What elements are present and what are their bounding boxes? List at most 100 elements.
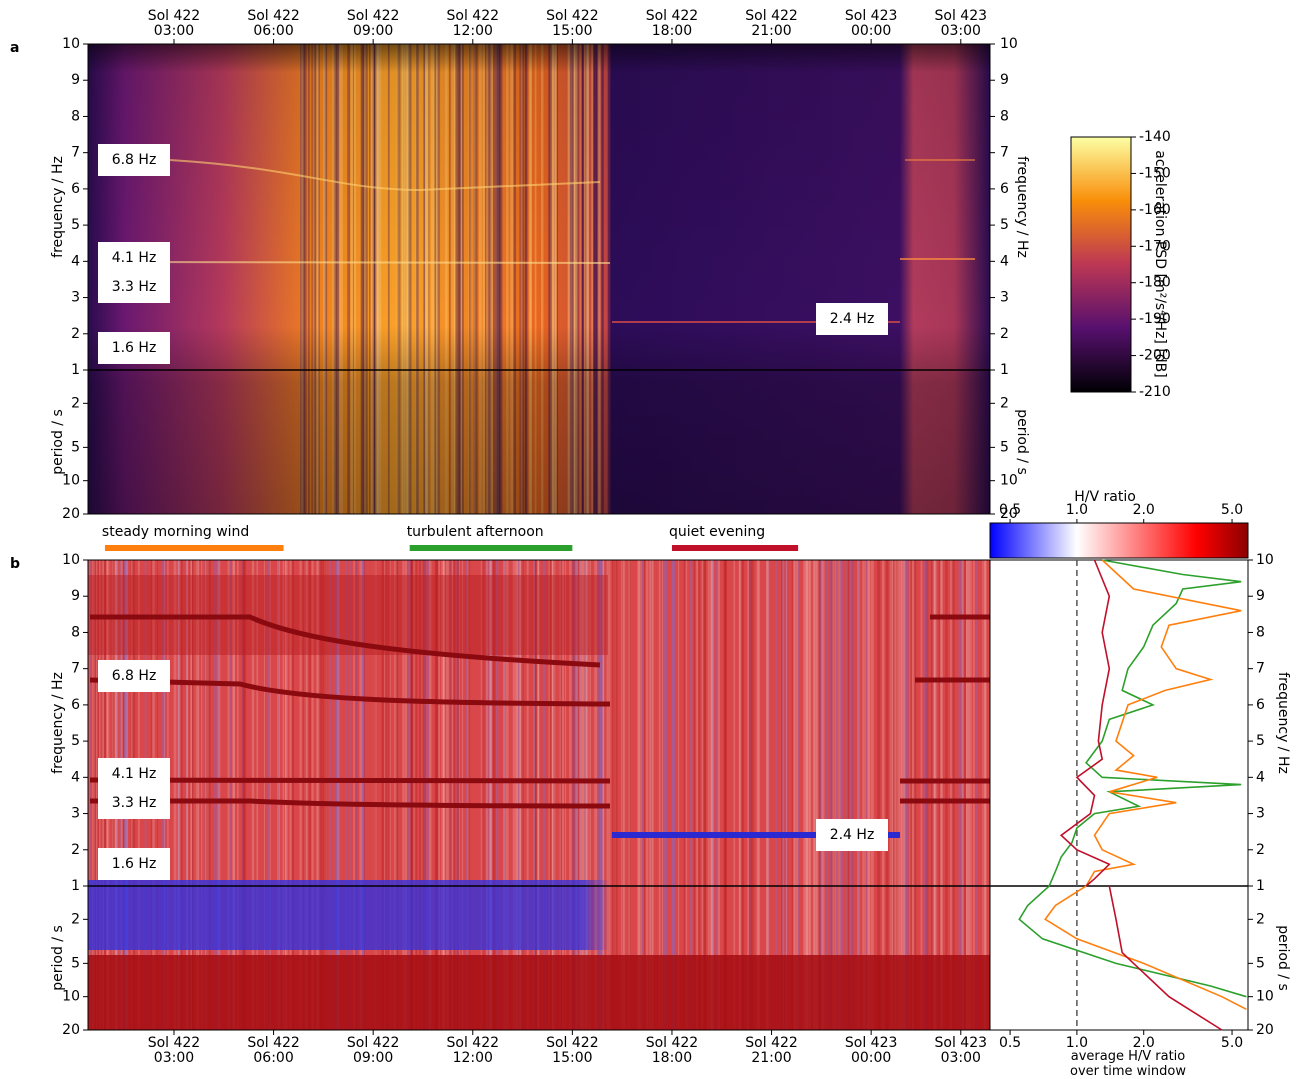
texture-stripe xyxy=(577,560,580,1030)
texture-stripe xyxy=(671,560,674,1030)
texture-stripe xyxy=(885,560,889,1030)
texture-stripe xyxy=(420,560,423,1030)
texture-stripe xyxy=(449,560,452,1030)
texture-stripe xyxy=(201,560,203,1030)
texture-stripe xyxy=(571,560,573,1030)
texture-stripe xyxy=(438,560,441,1030)
texture-stripe xyxy=(227,560,230,1030)
texture-stripe xyxy=(583,560,587,1030)
texture-stripe xyxy=(701,560,705,1030)
texture-stripe xyxy=(305,560,308,1030)
texture-stripe xyxy=(896,560,900,1030)
texture-stripe xyxy=(677,560,680,1030)
texture-stripe xyxy=(724,560,727,1030)
texture-stripe xyxy=(450,560,452,1030)
texture-stripe xyxy=(389,560,391,1030)
y-axis-label: period / s xyxy=(50,925,66,991)
texture-stripe xyxy=(890,560,893,1030)
colorbar-tick-label: -190 xyxy=(1139,311,1171,327)
texture-stripe xyxy=(822,560,825,1030)
texture-stripe xyxy=(857,560,860,1030)
texture-stripe xyxy=(766,560,770,1030)
shade xyxy=(88,44,990,514)
texture-stripe xyxy=(361,560,365,1030)
y-tick-label: 5 xyxy=(1000,217,1009,233)
y-tick-label: 6 xyxy=(1256,697,1265,713)
texture-stripe xyxy=(191,560,195,1030)
texture-stripe xyxy=(672,560,675,1030)
texture-stripe xyxy=(521,560,524,1030)
texture-stripe xyxy=(361,560,365,1030)
y-tick-label: 2 xyxy=(1000,395,1009,411)
texture-stripe xyxy=(796,560,799,1030)
texture-stripe xyxy=(381,560,383,1030)
texture-stripe xyxy=(889,560,893,1030)
resonance-lines xyxy=(89,614,990,809)
texture-stripe xyxy=(277,560,279,1030)
texture-stripe xyxy=(445,560,449,1030)
texture-stripe xyxy=(903,560,906,1030)
annotation: 1.6 Hz xyxy=(98,848,170,881)
resonance xyxy=(89,677,611,707)
y-tick-label: 2 xyxy=(71,842,80,858)
texture-stripe xyxy=(505,560,509,1030)
texture-stripe xyxy=(186,560,188,1030)
texture-stripe xyxy=(839,560,843,1030)
texture-stripe xyxy=(562,560,565,1030)
y-axis-label: period / s xyxy=(1014,409,1030,475)
y-tick-label: 10 xyxy=(1256,552,1274,568)
texture-stripe xyxy=(832,560,835,1030)
texture-stripe xyxy=(603,560,605,1030)
texture-stripe xyxy=(920,560,923,1030)
texture-stripe xyxy=(266,560,270,1030)
texture-stripe xyxy=(243,560,247,1030)
texture-stripe xyxy=(906,560,909,1030)
texture-stripe xyxy=(723,560,727,1030)
y-tick-label: 1 xyxy=(1000,362,1009,378)
texture-stripe xyxy=(931,560,934,1030)
texture-stripe xyxy=(89,560,91,1030)
texture-stripe xyxy=(819,560,823,1030)
texture-stripe xyxy=(535,560,538,1030)
texture-stripe xyxy=(806,560,809,1030)
x-tick-label: Sol 422 06:00 xyxy=(247,1035,300,1066)
texture-stripe xyxy=(848,560,852,1030)
y-tick-label: 2 xyxy=(1256,911,1265,927)
texture-stripe xyxy=(291,560,294,1030)
regime-bar xyxy=(104,545,284,551)
regime-bar xyxy=(671,545,799,551)
texture-stripe xyxy=(402,560,405,1030)
texture-stripe xyxy=(582,560,586,1030)
texture-stripe xyxy=(851,560,853,1030)
texture-stripe xyxy=(586,560,589,1030)
texture-stripe xyxy=(435,560,439,1030)
texture-stripe xyxy=(961,560,964,1030)
texture-stripe xyxy=(325,560,327,1030)
texture-stripe xyxy=(717,560,721,1030)
texture-stripe xyxy=(269,560,271,1030)
x-axis-label: average H/V ratio over time window xyxy=(1070,1049,1186,1079)
texture-stripe xyxy=(467,560,471,1030)
frame xyxy=(87,43,991,515)
texture-stripe xyxy=(552,560,555,1030)
texture-stripe xyxy=(559,560,562,1030)
texture-stripe xyxy=(951,560,955,1030)
x-tick-label: Sol 422 09:00 xyxy=(346,1035,400,1066)
regime-label: turbulent afternoon xyxy=(407,524,544,540)
texture-stripe xyxy=(420,560,423,1030)
texture-stripe xyxy=(765,560,769,1030)
hv-line xyxy=(1085,559,1242,887)
texture-stripe xyxy=(404,560,408,1030)
texture-stripe xyxy=(902,560,905,1030)
texture-stripe xyxy=(335,560,339,1030)
texture-stripe xyxy=(242,560,244,1030)
texture-stripe xyxy=(202,560,205,1030)
texture-stripe xyxy=(428,560,432,1030)
y-axis-label: frequency / Hz xyxy=(50,672,66,774)
texture-stripe xyxy=(516,560,519,1030)
y-tick-label: 6 xyxy=(71,181,80,197)
texture-stripe xyxy=(207,560,211,1030)
texture-stripe xyxy=(891,560,894,1030)
colorbar xyxy=(989,522,1249,559)
x-tick-label: Sol 422 15:00 xyxy=(546,1035,599,1066)
